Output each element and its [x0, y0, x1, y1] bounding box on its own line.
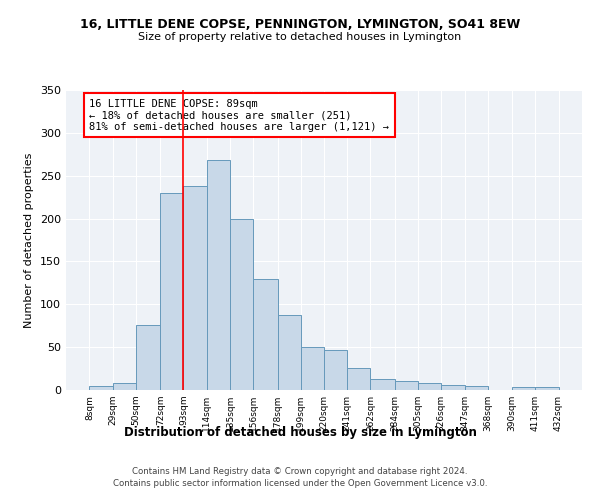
Bar [230, 218, 253, 390]
Text: 16, LITTLE DENE COPSE, PENNINGTON, LYMINGTON, SO41 8EW: 16, LITTLE DENE COPSE, PENNINGTON, LYMIN… [80, 18, 520, 30]
Bar [184, 186, 207, 390]
Text: 16 LITTLE DENE COPSE: 89sqm
← 18% of detached houses are smaller (251)
81% of se: 16 LITTLE DENE COPSE: 89sqm ← 18% of det… [89, 98, 389, 132]
Bar [535, 388, 559, 390]
Bar [278, 316, 301, 390]
Text: Contains HM Land Registry data © Crown copyright and database right 2024.: Contains HM Land Registry data © Crown c… [132, 467, 468, 476]
Bar [464, 386, 488, 390]
Bar [160, 193, 184, 390]
Y-axis label: Number of detached properties: Number of detached properties [25, 152, 34, 328]
Bar [113, 383, 136, 390]
Bar [301, 347, 324, 390]
Bar [441, 385, 464, 390]
Text: Contains public sector information licensed under the Open Government Licence v3: Contains public sector information licen… [113, 478, 487, 488]
Bar [347, 368, 370, 390]
Bar [395, 382, 418, 390]
Bar [370, 379, 395, 390]
Bar [136, 325, 160, 390]
Bar [418, 383, 441, 390]
Text: Size of property relative to detached houses in Lymington: Size of property relative to detached ho… [139, 32, 461, 42]
Bar [324, 350, 347, 390]
Bar [89, 386, 113, 390]
Bar [512, 388, 535, 390]
Text: Distribution of detached houses by size in Lymington: Distribution of detached houses by size … [124, 426, 476, 439]
Bar [253, 278, 278, 390]
Bar [207, 160, 230, 390]
